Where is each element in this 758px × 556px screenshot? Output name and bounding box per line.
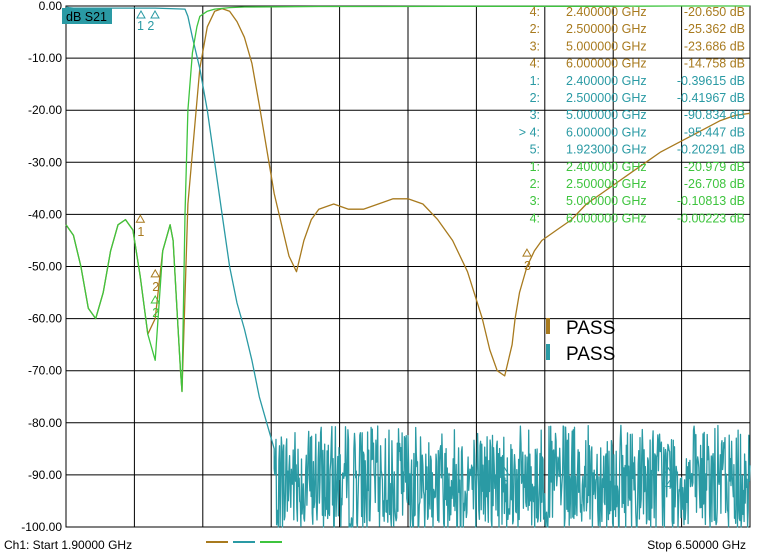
readout-frequency: 6.000000 GHz	[566, 57, 647, 71]
readout-frequency: 2.400000 GHz	[566, 74, 647, 88]
readout-frequency: 2.500000 GHz	[566, 22, 647, 36]
readout-index: 2:	[530, 177, 540, 191]
trace-label-bg	[62, 8, 112, 24]
readout-value: -0.20291 dB	[677, 143, 745, 157]
y-tick-label: -50.00	[28, 260, 62, 274]
readout-index: > 4:	[519, 125, 540, 139]
readout-value: -0.39615 dB	[677, 74, 745, 88]
readout-value: -0.10813 dB	[677, 194, 745, 208]
readout-index: 2:	[530, 91, 540, 105]
marker-readout-table: 4: 2.400000 GHz -20.650 dB 2: 2.500000 GHz -2…	[519, 5, 745, 225]
marker-label: 1	[137, 225, 144, 239]
pass-label-1: PASS	[566, 318, 615, 339]
readout-index: 4:	[530, 211, 540, 225]
marker-label: 3	[524, 259, 531, 273]
readout-frequency: 6.000000 GHz	[566, 211, 647, 225]
marker-triangle	[135, 214, 146, 223]
marker-triangle	[522, 248, 532, 257]
readout-index: 3:	[530, 108, 540, 122]
readout-value: -95.447 dB	[684, 125, 745, 139]
readout-frequency: 2.400000 GHz	[566, 160, 647, 174]
pass-indicator-1: PASS	[546, 318, 615, 339]
y-tick-label: -30.00	[28, 155, 62, 169]
readout-value: -20.979 dB	[684, 160, 745, 174]
trace-markers: 1 2 3 2 3 4	[135, 214, 674, 492]
pass-swatch-brown	[546, 318, 550, 334]
readout-index: 1:	[530, 74, 540, 88]
readout-index: 4:	[530, 5, 540, 19]
readout-index: 1:	[530, 160, 540, 174]
top-marker-labels: 1 2	[137, 19, 154, 33]
marker-label: 3	[502, 478, 509, 492]
readout-frequency: 2.400000 GHz	[566, 5, 647, 19]
readout-frequency: 2.500000 GHz	[566, 91, 647, 105]
trace-label-box[interactable]: dB S21	[62, 8, 112, 24]
readout-value: -23.686 dB	[684, 39, 745, 53]
readout-value: -26.708 dB	[684, 177, 745, 191]
y-tick-label: -10.00	[28, 51, 62, 65]
y-tick-label: -40.00	[28, 207, 62, 221]
readout-value: -20.650 dB	[684, 5, 745, 19]
readout-value: -0.41967 dB	[677, 91, 745, 105]
readout-value: -25.362 dB	[684, 22, 745, 36]
footer-start: Ch1: Start 1.90000 GHz	[4, 538, 132, 552]
readout-value: -14.758 dB	[684, 57, 745, 71]
pass-indicator-2: PASS	[546, 344, 615, 365]
readout-value: -90.834 dB	[684, 108, 745, 122]
readout-index: 3:	[530, 194, 540, 208]
marker-label: 2	[152, 280, 159, 294]
marker-triangle	[663, 466, 674, 476]
marker-triangle	[499, 466, 510, 476]
readout-frequency: 1.923000 GHz	[566, 143, 647, 157]
y-tick-label: -60.00	[28, 312, 62, 326]
marker-label: 4	[665, 478, 672, 492]
marker-triangle	[150, 268, 161, 278]
readout-frequency: 5.000000 GHz	[566, 39, 647, 53]
y-tick-label: -100.00	[21, 520, 62, 534]
readout-frequency: 5.000000 GHz	[566, 194, 647, 208]
readout-index: 2:	[530, 22, 540, 36]
readout-frequency: 2.500000 GHz	[566, 177, 647, 191]
readout-index: 4:	[530, 57, 540, 71]
marker-label: 2	[152, 306, 159, 320]
footer-stop: Stop 6.50000 GHz	[647, 538, 746, 552]
trace-brown	[65, 7, 751, 393]
trace-teal	[65, 6, 751, 528]
pass-swatch-teal	[546, 344, 550, 360]
readout-index: 3:	[530, 39, 540, 53]
trace-green	[65, 5, 750, 393]
readout-index: 5:	[530, 143, 540, 157]
top-marker-triangles	[136, 9, 160, 19]
readout-frequency: 5.000000 GHz	[566, 108, 647, 122]
traces	[65, 5, 751, 528]
readout-value: -0.00223 dB	[677, 211, 745, 225]
y-tick-labels: 0.00 -10.00 -20.00 -30.00 -40.00 -50.00 -60.00…	[21, 0, 62, 534]
y-tick-label: -80.00	[28, 416, 62, 430]
y-tick-label: -20.00	[28, 103, 62, 117]
readout-frequency: 6.000000 GHz	[566, 125, 647, 139]
y-tick-label: -90.00	[28, 468, 62, 482]
y-tick-label: -70.00	[28, 364, 62, 378]
marker-triangle	[150, 294, 161, 304]
trace-label: dB S21	[66, 10, 107, 24]
pass-label-2: PASS	[566, 344, 615, 365]
y-tick-label: 0.00	[39, 0, 63, 13]
